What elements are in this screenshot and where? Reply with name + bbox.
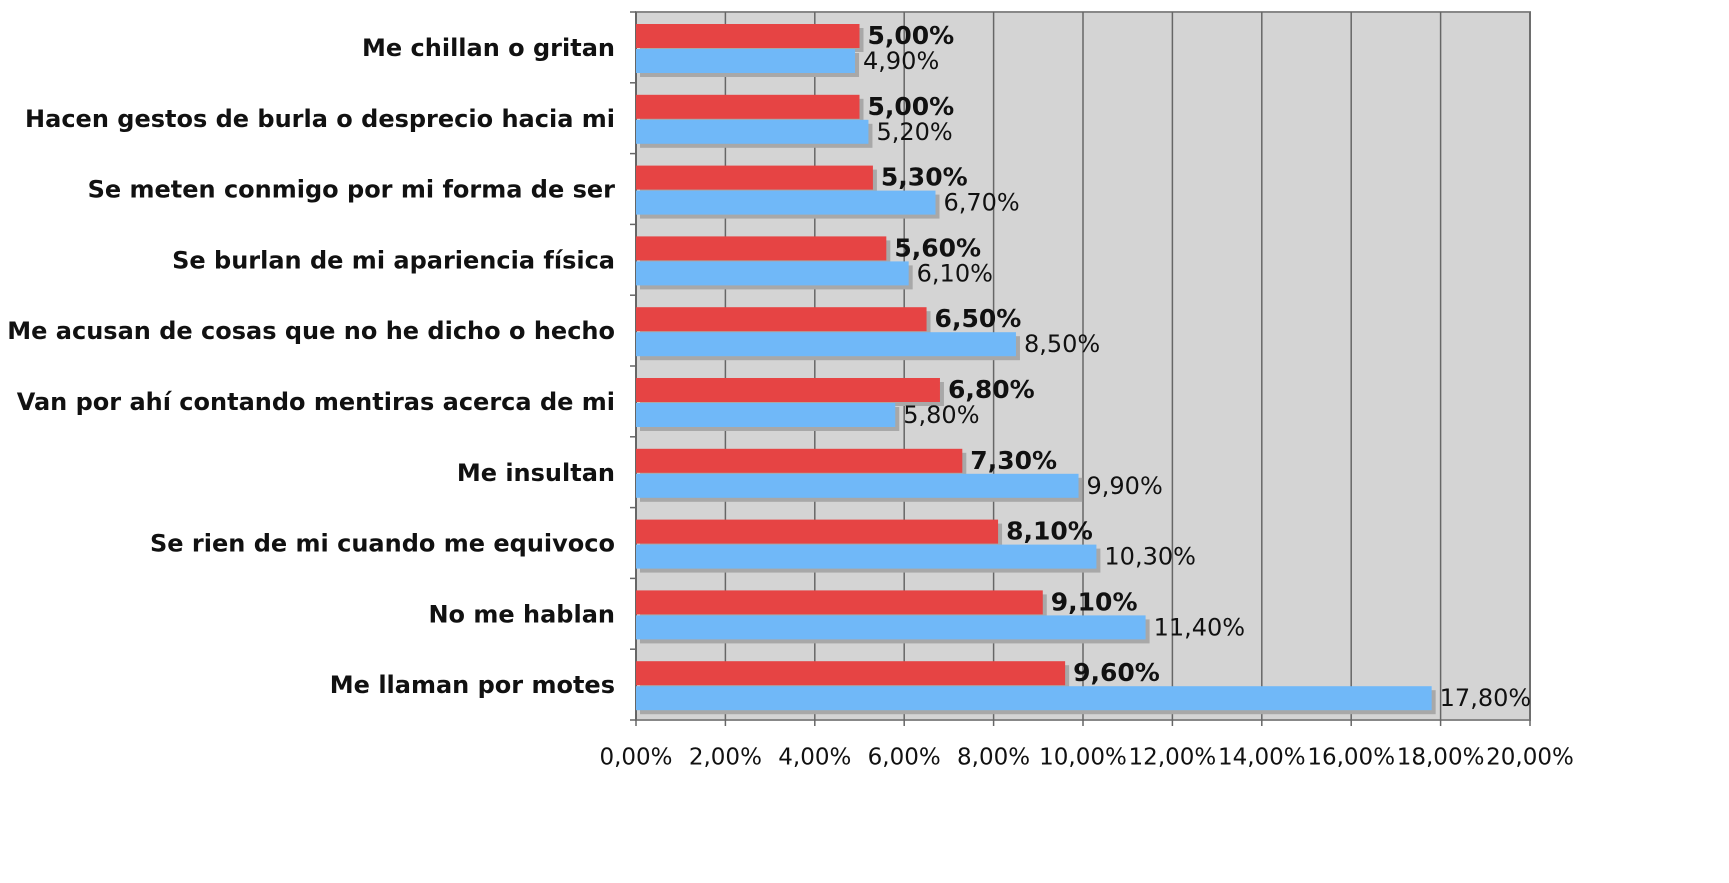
data-label: 17,80% — [1440, 684, 1532, 712]
data-label: 5,00% — [868, 21, 955, 50]
category-label: Se meten conmigo por mi forma de ser — [88, 176, 616, 204]
bar — [636, 236, 887, 261]
bar — [636, 590, 1043, 615]
data-label: 6,10% — [917, 259, 993, 287]
data-label: 6,70% — [943, 189, 1019, 217]
data-label: 5,30% — [881, 163, 968, 192]
category-label: Me insultan — [457, 459, 615, 487]
x-tick-label: 14,00% — [1218, 745, 1306, 771]
data-label: 11,40% — [1154, 613, 1246, 641]
data-label: 9,10% — [1051, 587, 1138, 616]
data-label: 6,50% — [935, 304, 1022, 333]
x-tick-label: 18,00% — [1397, 745, 1485, 771]
x-tick-label: 16,00% — [1307, 745, 1395, 771]
bar — [636, 261, 909, 286]
bar — [636, 190, 936, 215]
bar — [636, 307, 927, 332]
data-label: 5,60% — [894, 233, 981, 262]
x-tick-label: 0,00% — [599, 745, 672, 771]
category-label: Van por ahí contando mentiras acerca de … — [17, 388, 615, 416]
bar — [636, 49, 856, 73]
x-tick-label: 12,00% — [1129, 745, 1217, 771]
x-tick-label: 8,00% — [957, 745, 1030, 771]
data-label: 7,30% — [970, 446, 1057, 475]
x-tick-label: 4,00% — [778, 745, 851, 771]
bar — [636, 661, 1066, 686]
category-label: Me chillan o gritan — [362, 34, 615, 62]
category-label: Hacen gestos de burla o desprecio hacia … — [25, 105, 615, 133]
bar — [636, 403, 896, 427]
data-label: 5,00% — [868, 92, 955, 121]
category-label: Me acusan de cosas que no he dicho o hec… — [7, 317, 615, 345]
bar — [636, 615, 1146, 640]
bar — [636, 686, 1432, 711]
data-label: 6,80% — [948, 375, 1035, 404]
data-label: 4,90% — [863, 47, 939, 75]
bar — [636, 378, 940, 402]
category-label: Se burlan de mi apariencia física — [172, 246, 615, 274]
bar — [636, 448, 963, 473]
bar — [636, 24, 860, 48]
bar — [636, 165, 873, 190]
x-tick-label: 20,00% — [1486, 745, 1574, 771]
data-label: 9,90% — [1087, 472, 1163, 500]
bar — [636, 332, 1016, 357]
bar — [636, 119, 869, 144]
category-label: Se rien de mi cuando me equivoco — [150, 530, 615, 558]
data-label: 8,50% — [1024, 330, 1100, 358]
bar — [636, 519, 999, 544]
category-label: No me hablan — [428, 600, 615, 628]
data-label: 8,10% — [1006, 517, 1093, 546]
data-label: 5,80% — [903, 401, 979, 429]
x-tick-label: 6,00% — [868, 745, 941, 771]
data-label: 10,30% — [1104, 543, 1196, 571]
data-label: 5,20% — [876, 118, 952, 146]
bar — [636, 94, 860, 119]
data-label: 9,60% — [1073, 658, 1160, 687]
bar — [636, 544, 1097, 569]
category-label: Me llaman por motes — [330, 671, 615, 699]
x-tick-label: 10,00% — [1039, 745, 1127, 771]
bar — [636, 473, 1079, 498]
x-tick-label: 2,00% — [689, 745, 762, 771]
